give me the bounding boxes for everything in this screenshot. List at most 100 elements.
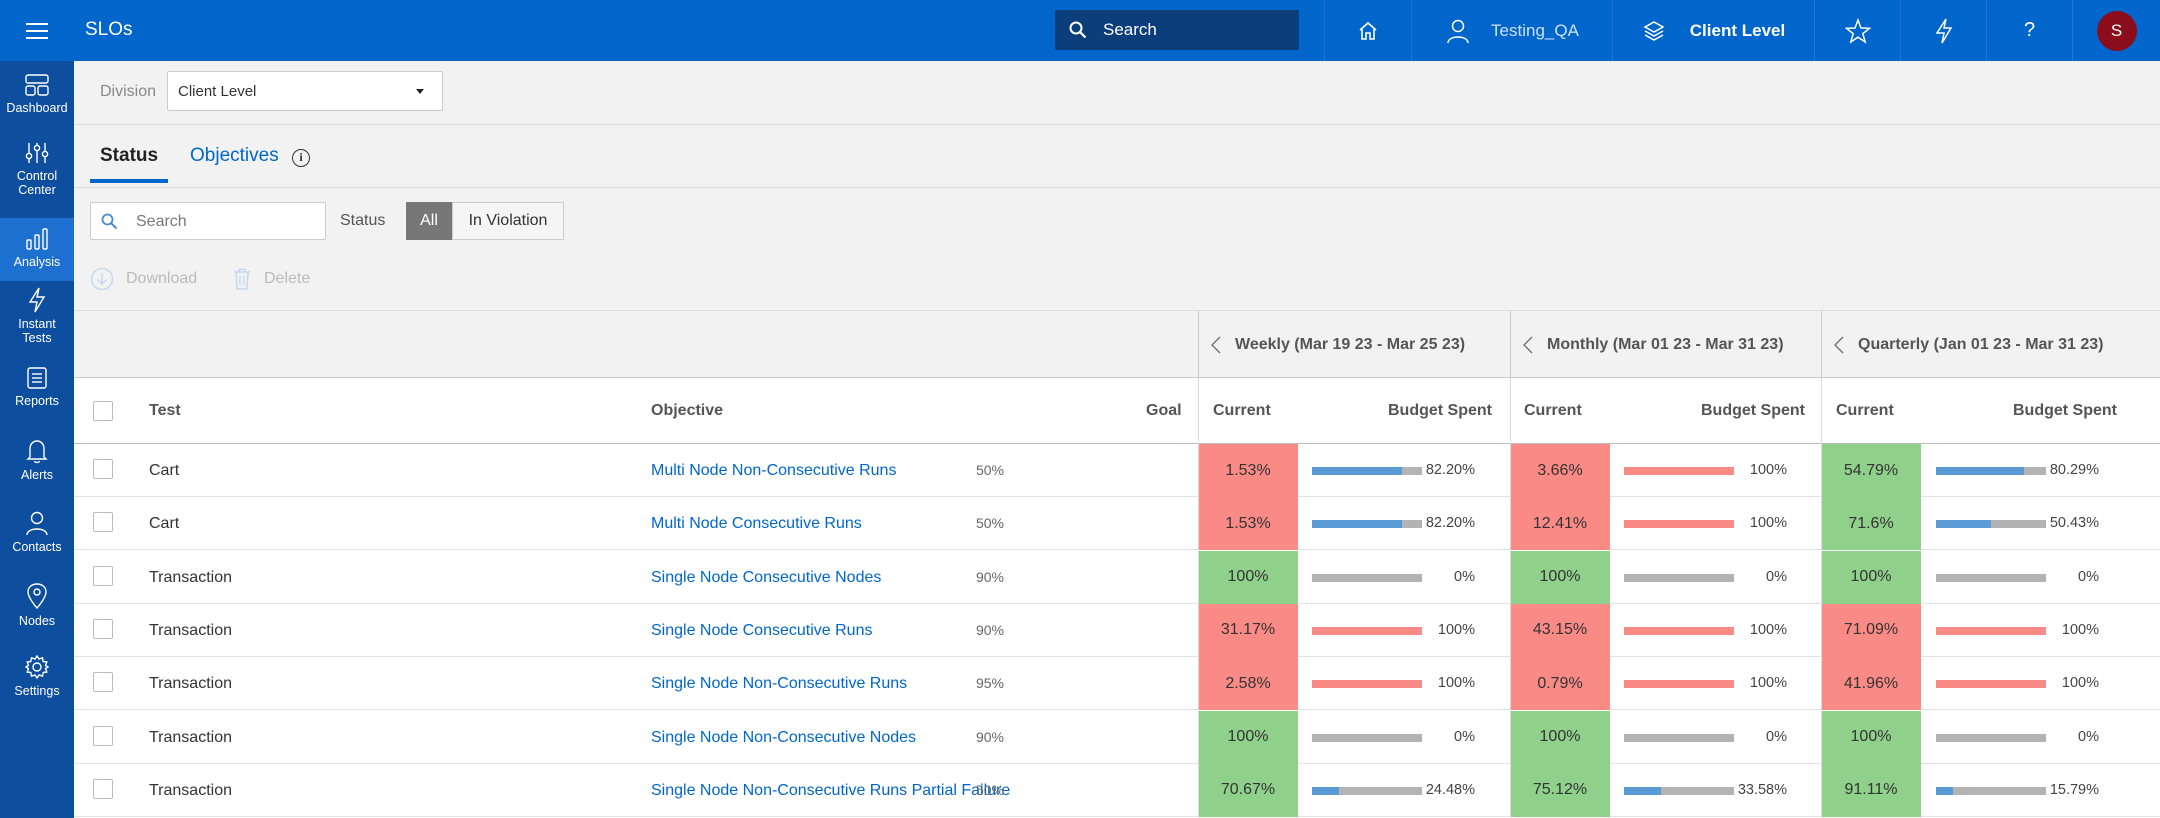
delete-button[interactable]: Delete [232, 267, 310, 291]
user-button[interactable]: Testing_QA [1411, 0, 1612, 61]
budget-bar [1624, 626, 1734, 635]
row-objective-link[interactable]: Single Node Consecutive Nodes [651, 568, 882, 586]
row-objective-link[interactable]: Multi Node Non-Consecutive Runs [651, 462, 897, 479]
column-divider [1510, 497, 1511, 551]
column-goal[interactable]: Goal [1146, 402, 1182, 419]
column-objective[interactable]: Objective [651, 402, 724, 419]
budget-bar-fill [1624, 467, 1734, 475]
sidebar-item-nodes[interactable]: Nodes [0, 582, 74, 642]
column-divider [1198, 763, 1199, 817]
budget-bar [1312, 786, 1422, 795]
sidebar-item-reports[interactable]: Reports [0, 366, 74, 426]
table-row: Transaction Single Node Consecutive Runs 9… [74, 603, 2160, 657]
status-filter-label: Status [340, 212, 386, 229]
global-search[interactable]: Search [1055, 10, 1299, 50]
sidebar-item-control-center[interactable]: Control Center [0, 141, 74, 211]
division-value: Client Level [178, 83, 257, 100]
row-budget-value: 100% [1749, 462, 1787, 478]
row-objective-link[interactable]: Single Node Non-Consecutive Nodes [651, 728, 917, 746]
layers-icon [1643, 20, 1665, 41]
row-budget-value: 80.29% [2049, 462, 2099, 478]
sidebar-item-dashboard[interactable]: Dashboard [0, 73, 74, 133]
sliders-icon [25, 143, 49, 163]
row-checkbox[interactable] [93, 725, 113, 746]
row-checkbox[interactable] [93, 512, 113, 533]
row-current-value: 100% [1510, 550, 1610, 604]
budget-bar [1312, 733, 1422, 742]
filter-all-button[interactable]: All [406, 202, 452, 240]
tab-status[interactable]: Status [89, 145, 169, 183]
row-goal: 50% [975, 781, 1004, 798]
menu-icon[interactable] [0, 0, 74, 61]
column-quarterly-current[interactable]: Current [1836, 402, 1894, 419]
column-divider [1821, 710, 1822, 764]
level-button[interactable]: Client Level [1612, 0, 1814, 61]
select-all-checkbox[interactable] [93, 401, 113, 421]
period-monthly[interactable]: Monthly (Mar 01 23 - Mar 31 23) [1510, 311, 1821, 378]
row-objective-link[interactable]: Single Node Non-Consecutive Runs Partial… [651, 781, 1011, 799]
column-weekly-budget[interactable]: Budget Spent [1388, 402, 1492, 419]
search-input[interactable]: Search [90, 202, 326, 240]
budget-bar [1624, 680, 1734, 689]
budget-bar-fill [1936, 520, 1991, 529]
column-monthly-current[interactable]: Current [1524, 402, 1582, 419]
column-test[interactable]: Test [149, 402, 181, 419]
column-divider [1821, 550, 1822, 604]
row-current-value: 1.53% [1198, 497, 1298, 551]
budget-bar [1936, 786, 2046, 795]
table-row: Transaction Single Node Non-Consecutive R… [74, 763, 2160, 817]
row-current-value: 71.09% [1821, 603, 1921, 657]
user-menu[interactable]: S [2072, 0, 2160, 61]
row-checkbox[interactable] [93, 459, 113, 479]
budget-bar-fill [1624, 786, 1661, 795]
instant-test-button[interactable] [1900, 0, 1986, 61]
row-budget-value: 100% [2061, 675, 2099, 692]
sidebar-item-settings[interactable]: Settings [0, 654, 74, 714]
row-budget-value: 24.48% [1425, 781, 1475, 798]
row-objective-link[interactable]: Multi Node Consecutive Runs [651, 515, 862, 533]
column-divider [1510, 378, 1511, 444]
tab-objectives[interactable]: Objectives [190, 145, 279, 166]
row-checkbox[interactable] [93, 778, 113, 799]
period-quarterly[interactable]: Quarterly (Jan 01 23 - Mar 31 23) [1821, 311, 2160, 378]
budget-bar [1936, 573, 2046, 582]
row-budget-value: 15.79% [2049, 781, 2099, 798]
division-select[interactable]: Client Level [167, 71, 443, 111]
sidebar-item-instant-tests[interactable]: Instant Tests [0, 287, 74, 357]
row-budget-value: 100% [1749, 515, 1787, 532]
sidebar-item-contacts[interactable]: Contacts [0, 510, 74, 570]
favorites-button[interactable] [1814, 0, 1900, 61]
row-objective-link[interactable]: Single Node Non-Consecutive Runs [651, 675, 908, 693]
budget-bar [1936, 626, 2046, 635]
filter-in-violation-button[interactable]: In Violation [452, 202, 564, 240]
person-icon [26, 511, 48, 536]
column-weekly-current[interactable]: Current [1213, 402, 1271, 419]
column-divider [1821, 444, 1822, 497]
row-current-value: 0.79% [1510, 657, 1610, 711]
row-goal: 50% [975, 515, 1004, 532]
budget-bar-fill [1936, 467, 2024, 475]
row-objective-link[interactable]: Single Node Consecutive Runs [651, 621, 873, 639]
column-divider [1510, 710, 1511, 764]
row-goal: 90% [975, 568, 1004, 585]
row-checkbox[interactable] [93, 565, 113, 586]
help-button[interactable]: ? [1986, 0, 2072, 61]
sidebar-item-alerts[interactable]: Alerts [0, 438, 74, 498]
sidebar-item-analysis[interactable]: Analysis [0, 218, 74, 281]
row-budget-value: 100% [2061, 621, 2099, 638]
info-icon[interactable]: i [292, 149, 310, 167]
row-current-value: 100% [1510, 710, 1610, 764]
column-quarterly-budget[interactable]: Budget Spent [2013, 402, 2117, 419]
download-button[interactable]: Download [90, 267, 197, 291]
home-button[interactable] [1324, 0, 1411, 61]
row-budget-value: 50.43% [2049, 515, 2099, 532]
row-current-value: 2.58% [1198, 657, 1298, 711]
row-checkbox[interactable] [93, 672, 113, 693]
column-divider [1510, 550, 1511, 604]
budget-bar [1624, 467, 1734, 475]
chevron-left-icon [1834, 335, 1844, 354]
period-weekly[interactable]: Weekly (Mar 19 23 - Mar 25 23) [1198, 311, 1510, 378]
row-checkbox[interactable] [93, 618, 113, 639]
budget-bar-fill [1624, 680, 1734, 689]
column-monthly-budget[interactable]: Budget Spent [1701, 402, 1805, 419]
